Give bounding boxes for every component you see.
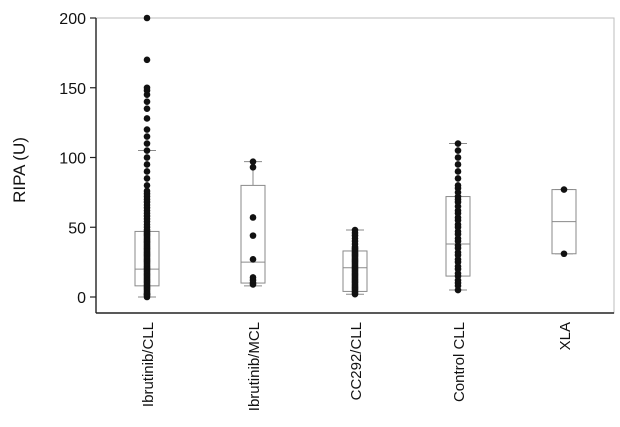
data-point (143, 98, 151, 105)
data-point (143, 84, 151, 92)
data-point (454, 182, 462, 189)
data-point (143, 14, 151, 22)
data-point (560, 186, 568, 193)
x-tick-label: CC292/CLL (348, 322, 365, 400)
data-point (454, 175, 462, 182)
x-tick-label: Ibrutinib/CLL (140, 322, 157, 407)
data-point (454, 154, 462, 161)
y-tick-label: 0 (77, 290, 86, 307)
data-point (143, 105, 151, 112)
data-point (249, 163, 257, 171)
data-point (143, 115, 151, 122)
data-point (249, 214, 257, 221)
data-point (351, 226, 359, 234)
y-tick-label: 150 (59, 81, 86, 98)
data-point (249, 274, 257, 281)
data-point (249, 256, 257, 263)
data-point (454, 161, 462, 168)
data-point (454, 147, 462, 154)
data-point (143, 133, 151, 140)
data-point (143, 168, 151, 175)
data-point (143, 182, 151, 189)
data-point (560, 250, 568, 258)
y-axis-ticks: 0 50 100 150 200 (59, 11, 96, 307)
y-tick-label: 200 (59, 11, 86, 28)
data-point (143, 126, 151, 133)
data-point (143, 56, 151, 64)
x-tick-label: Ibrutinib/MCL (246, 322, 263, 411)
data-point (249, 158, 257, 165)
data-point (249, 232, 257, 239)
x-tick-label: Control CLL (451, 322, 468, 402)
y-tick-label: 100 (59, 151, 86, 168)
data-point (454, 140, 462, 147)
data-point (143, 140, 151, 147)
y-tick-label: 50 (68, 220, 86, 237)
x-tick-label: XLA (557, 322, 574, 350)
y-axis-title: RIPA (U) (10, 137, 29, 203)
data-points (143, 14, 568, 301)
data-point (143, 147, 151, 154)
data-point (454, 168, 462, 175)
data-point (143, 175, 151, 182)
data-point (143, 187, 151, 195)
data-point (143, 161, 151, 168)
data-point (143, 154, 151, 161)
x-axis-category-labels: Ibrutinib/CLL Ibrutinib/MCL CC292/CLL Contr… (140, 322, 574, 411)
